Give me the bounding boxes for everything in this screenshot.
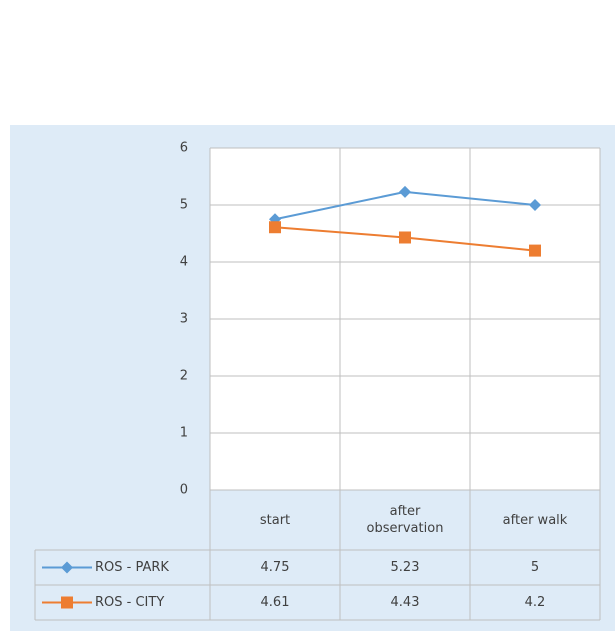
table-value: 4.75	[260, 560, 290, 575]
marker	[269, 221, 281, 234]
x-tick-label: after walk	[502, 512, 568, 528]
marker	[61, 561, 73, 574]
table-value: 5.23	[390, 560, 420, 575]
y-tick-label: 0	[180, 483, 188, 498]
table-value: 5	[530, 560, 540, 575]
marker	[529, 244, 541, 257]
y-tick-label: 5	[180, 198, 188, 213]
y-tick-label: 3	[180, 312, 188, 327]
marker	[61, 596, 73, 609]
legend-label: ROS - PARK	[95, 560, 169, 575]
x-tick-label: start	[259, 512, 291, 528]
y-tick-label: 1	[180, 426, 188, 441]
marker	[399, 231, 411, 244]
marker	[529, 199, 541, 211]
y-tick-label: 4	[180, 255, 188, 270]
table-value: 4.61	[260, 595, 290, 610]
marker	[399, 185, 411, 198]
table-value: 4.43	[390, 595, 420, 610]
x-tick-label: after observation	[366, 504, 444, 536]
y-tick-label: 2	[180, 369, 188, 384]
y-tick-label: 6	[180, 141, 188, 156]
table-value: 4.2	[524, 595, 546, 610]
legend-label: ROS - CITY	[95, 595, 165, 610]
